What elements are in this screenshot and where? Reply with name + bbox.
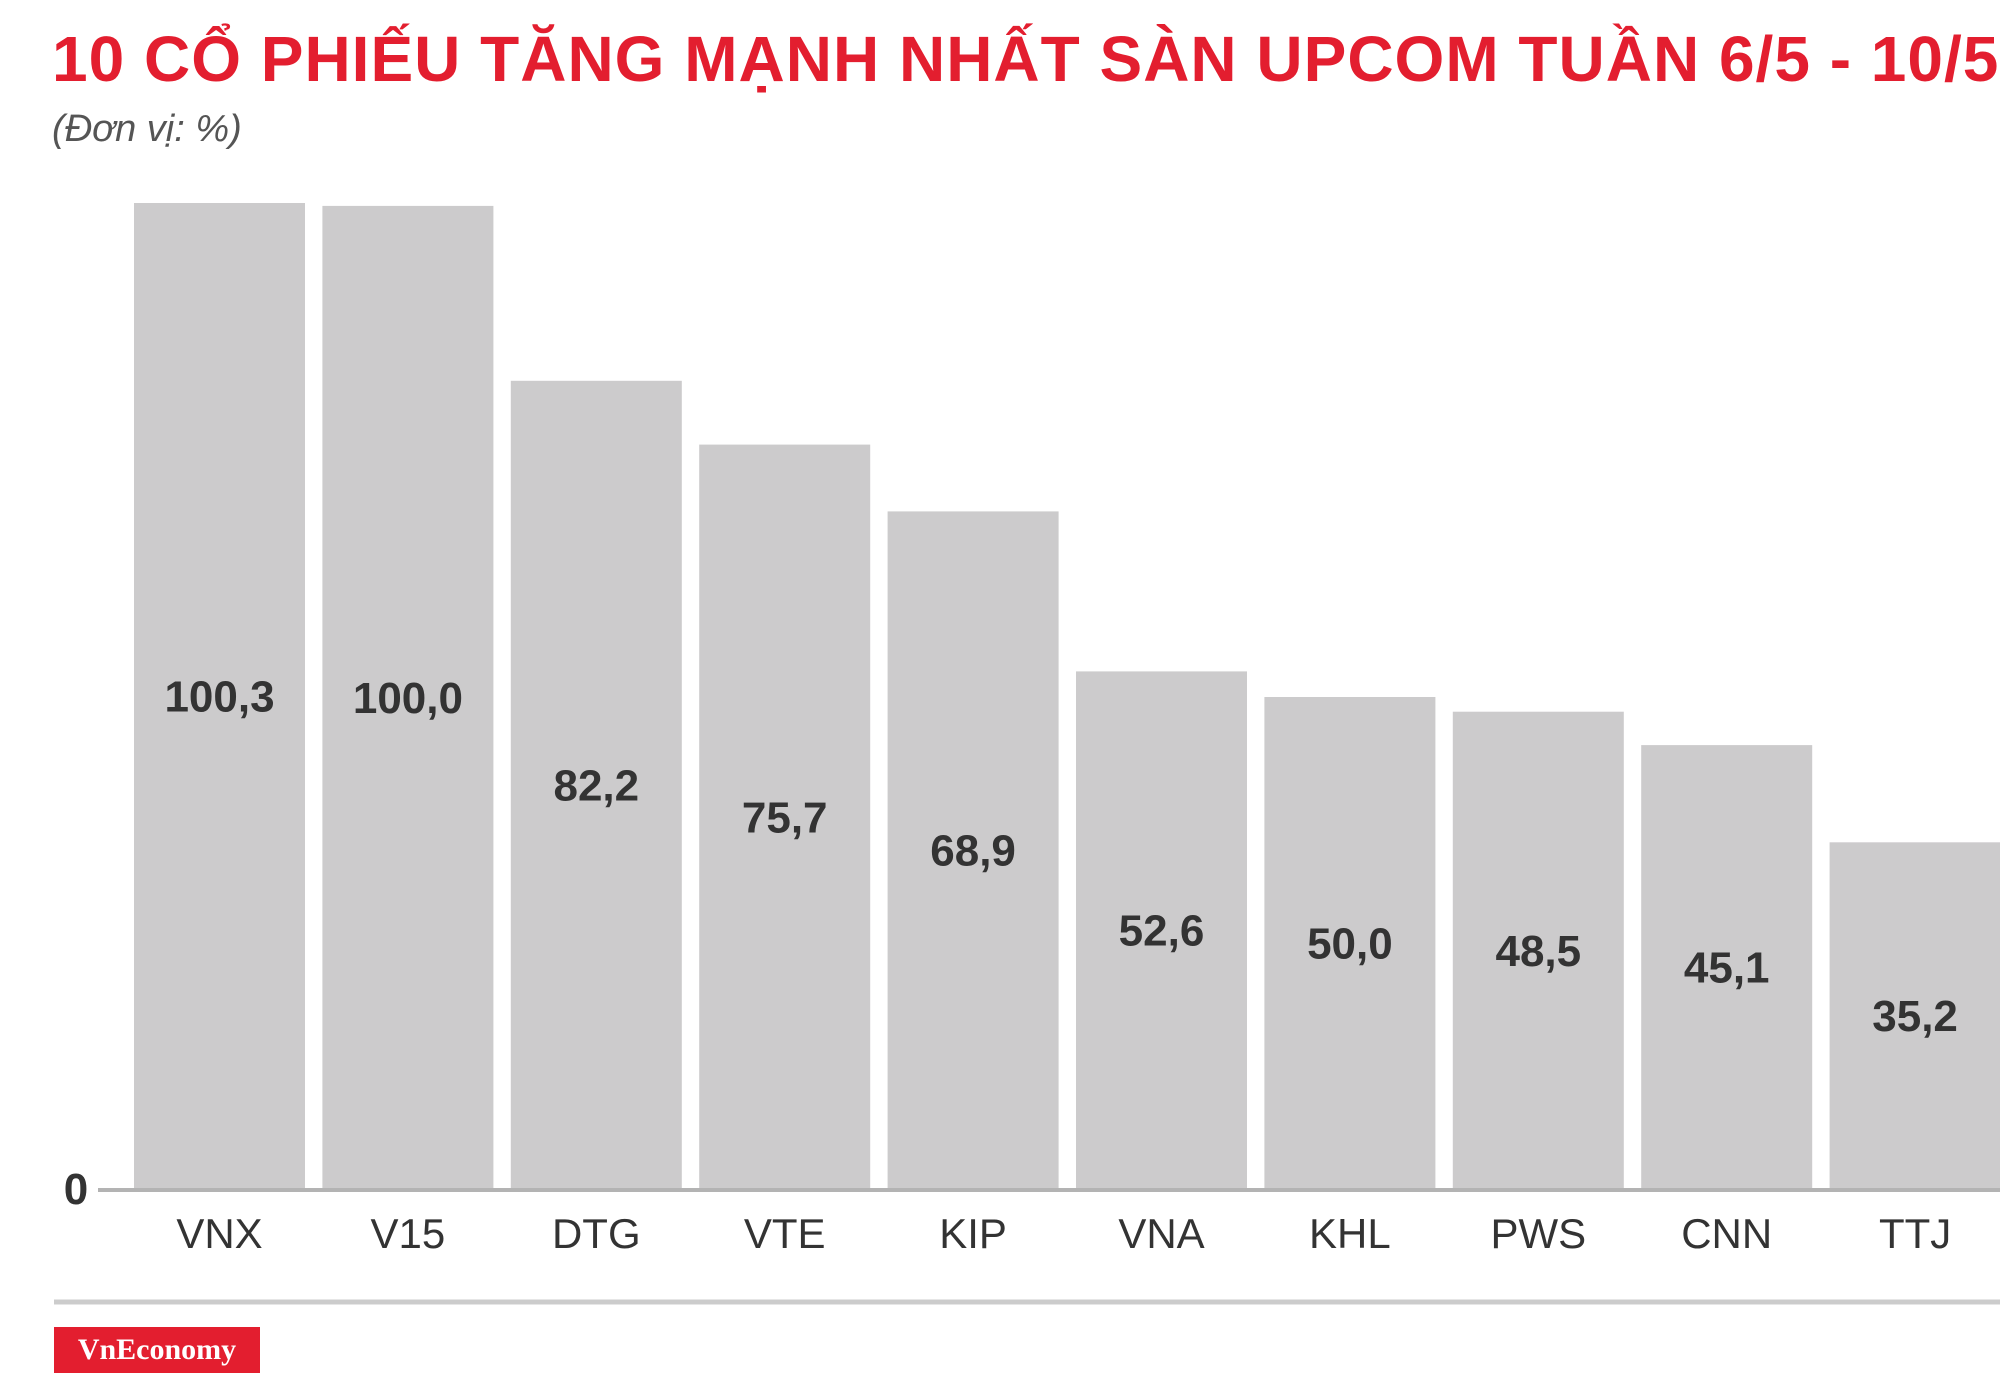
category-label-khl: KHL bbox=[1309, 1210, 1391, 1257]
bar-vna bbox=[1076, 671, 1247, 1188]
category-label-vna: VNA bbox=[1118, 1210, 1204, 1257]
category-label-vnx: VNX bbox=[176, 1210, 262, 1257]
value-label-vnx: 100,3 bbox=[164, 673, 274, 722]
bar-vnx bbox=[134, 203, 305, 1188]
vneconomy-logo: VnEconomy bbox=[54, 1327, 260, 1373]
bar-kip bbox=[887, 511, 1059, 1188]
value-label-cnn: 45,1 bbox=[1684, 944, 1770, 993]
bar-pws bbox=[1452, 711, 1624, 1188]
category-label-dtg: DTG bbox=[552, 1210, 641, 1257]
bar-v15 bbox=[322, 205, 494, 1188]
value-label-kip: 68,9 bbox=[930, 827, 1016, 876]
labels-group: 100,3 VNX 100,0 V15 82,2 DTG 75,7 VTE 68,9 KIP 52,… bbox=[164, 673, 1957, 1258]
category-label-ttj: TTJ bbox=[1879, 1210, 1951, 1257]
value-label-v15: 100,0 bbox=[353, 674, 463, 723]
chart-title: 10 CỔ PHIẾU TĂNG MẠNH NHẤT SÀN UPCOM TUẦ… bbox=[52, 23, 2000, 95]
y-tick-label-zero: 0 bbox=[64, 1165, 88, 1214]
bar-vte bbox=[699, 444, 871, 1189]
bar-dtg bbox=[510, 380, 682, 1188]
value-label-vte: 75,7 bbox=[742, 793, 828, 842]
category-label-kip: KIP bbox=[939, 1210, 1007, 1257]
value-label-khl: 50,0 bbox=[1307, 920, 1393, 969]
chart-unit-subtitle: (Đơn vị: %) bbox=[52, 108, 242, 150]
category-label-pws: PWS bbox=[1490, 1210, 1586, 1257]
bar-khl bbox=[1264, 697, 1436, 1188]
category-label-cnn: CNN bbox=[1681, 1210, 1772, 1257]
bar-cnn bbox=[1641, 745, 1813, 1188]
bars-group bbox=[134, 203, 2000, 1189]
value-label-vna: 52,6 bbox=[1119, 907, 1205, 956]
value-label-dtg: 82,2 bbox=[553, 761, 639, 810]
category-label-vte: VTE bbox=[744, 1210, 826, 1257]
value-label-pws: 48,5 bbox=[1495, 927, 1581, 976]
bar-ttj bbox=[1829, 842, 2000, 1188]
value-label-ttj: 35,2 bbox=[1872, 992, 1958, 1041]
category-label-v15: V15 bbox=[371, 1210, 446, 1257]
